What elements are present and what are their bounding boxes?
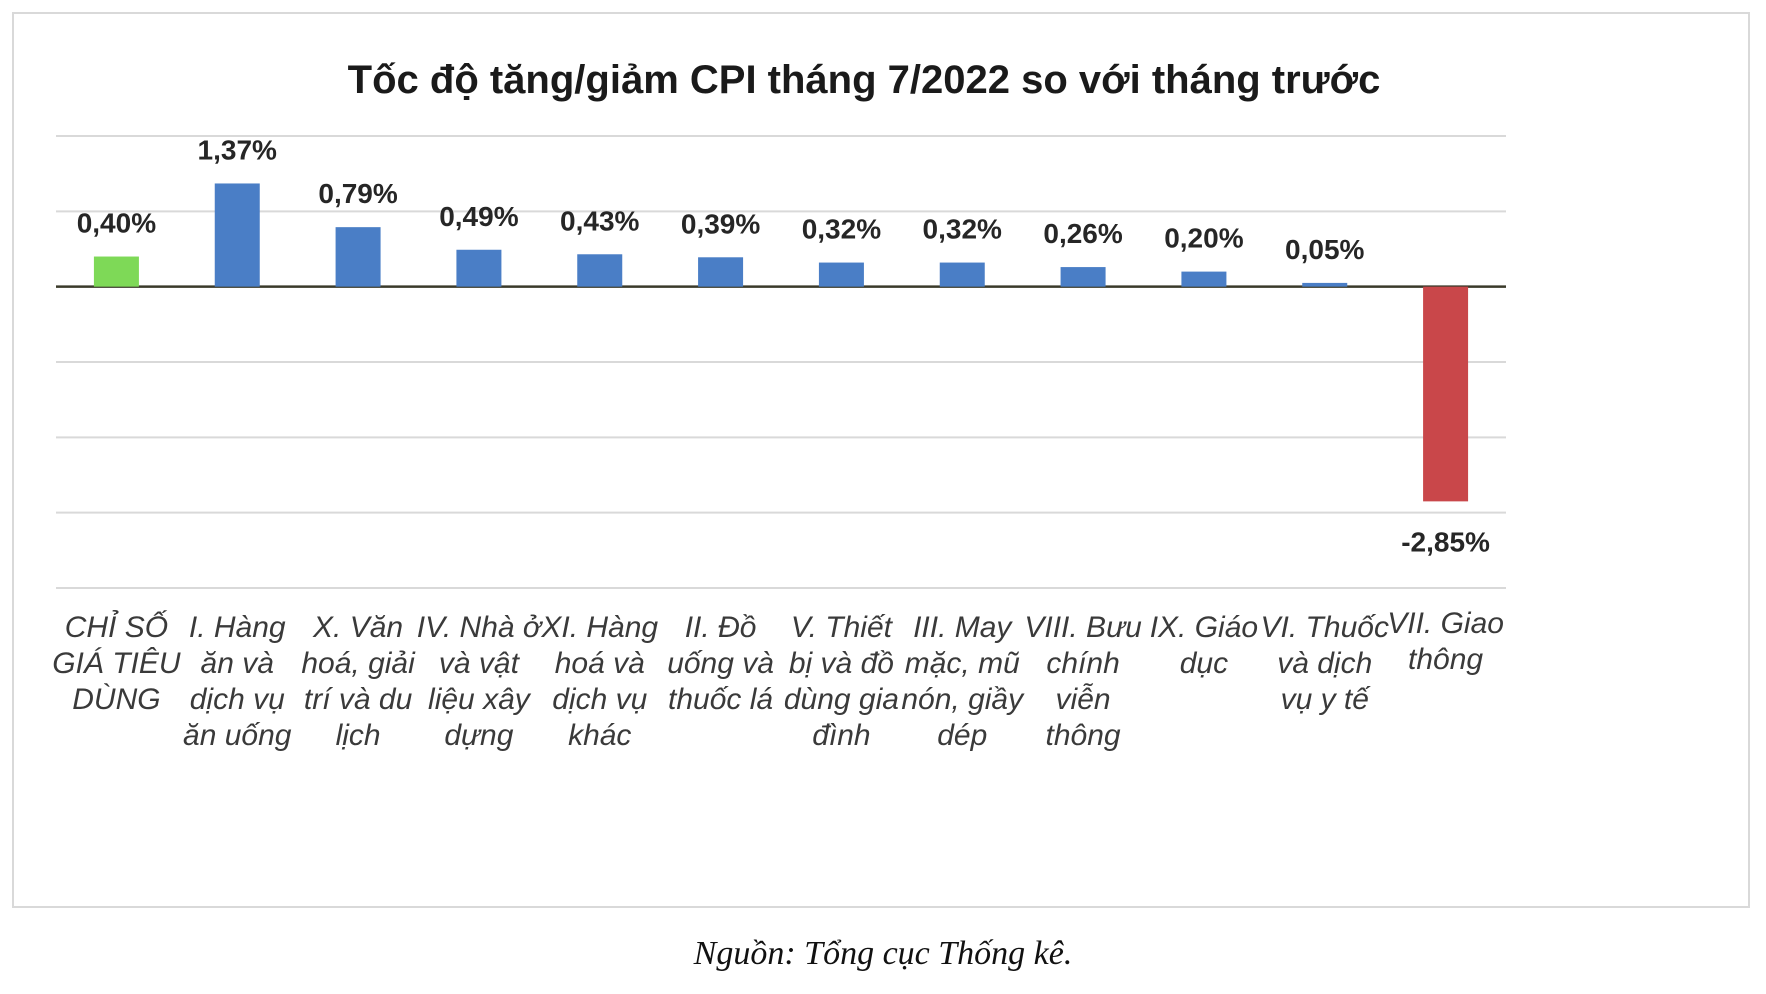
bar-0: [93, 256, 139, 287]
category-label-10: VI. Thuốc và dịch vụ y tế: [1260, 611, 1389, 716]
bar-5: [698, 257, 744, 287]
bar-7: [939, 262, 985, 287]
bar-3: [456, 249, 502, 287]
data-label-6: 0,32%: [802, 214, 881, 245]
data-label-3: 0,49%: [439, 201, 518, 232]
bar-11: [1423, 286, 1469, 502]
data-label-4: 0,43%: [560, 205, 639, 236]
source-note: Nguồn: Tổng cục Thống kê.: [693, 935, 1073, 972]
category-label-5: II. Đồ uống và thuốc lá: [667, 611, 774, 716]
category-label-1: I. Hàng ăn và dịch vụ ăn uống: [183, 611, 292, 752]
category-label-0: CHỈ SỐ GIÁ TIÊU DÙNG: [52, 611, 181, 716]
bar-9: [1181, 271, 1227, 287]
category-label-8: VIII. Bưu chính viễn thông: [1024, 611, 1142, 752]
data-label-8: 0,26%: [1043, 218, 1122, 249]
data-label-10: 0,05%: [1285, 234, 1364, 265]
data-label-0: 0,40%: [77, 208, 156, 239]
data-label-7: 0,32%: [923, 214, 1002, 245]
data-label-2: 0,79%: [318, 178, 397, 209]
bar-1: [214, 183, 260, 287]
category-label-11: VII. Giao thông: [1387, 607, 1504, 676]
bar-8: [1060, 267, 1106, 287]
data-label-9: 0,20%: [1164, 223, 1243, 254]
category-label-9: IX. Giáo dục: [1149, 611, 1259, 680]
bar-chart-plot: 0,40% 1,37% 0,79% 0,49% 0,43% 0,39% 0,32% 0,32%…: [56, 134, 1506, 589]
data-label-1: 1,37%: [198, 134, 277, 165]
data-label-5: 0,39%: [681, 208, 760, 239]
category-label-6: V. Thiết bị và đồ dùng gia đình: [783, 611, 899, 752]
category-label-2: X. Văn hoá, giải trí và du lịch: [301, 611, 415, 752]
category-label-3: IV. Nhà ở và vật liệu xây dựng: [416, 611, 542, 752]
bar-6: [818, 262, 864, 287]
bar-10: [1302, 282, 1348, 287]
bar-2: [335, 227, 381, 287]
chart-frame: Tốc độ tăng/giảm CPI tháng 7/2022 so với…: [12, 12, 1750, 908]
bar-4: [577, 254, 623, 287]
category-label-4: XI. Hàng hoá và dịch vụ khác: [541, 611, 659, 752]
category-label-7: III. May mặc, mũ nón, giầy dép: [901, 611, 1024, 752]
chart-title: Tốc độ tăng/giảm CPI tháng 7/2022 so với…: [347, 58, 1381, 102]
data-label-11: -2,85%: [1401, 526, 1490, 557]
